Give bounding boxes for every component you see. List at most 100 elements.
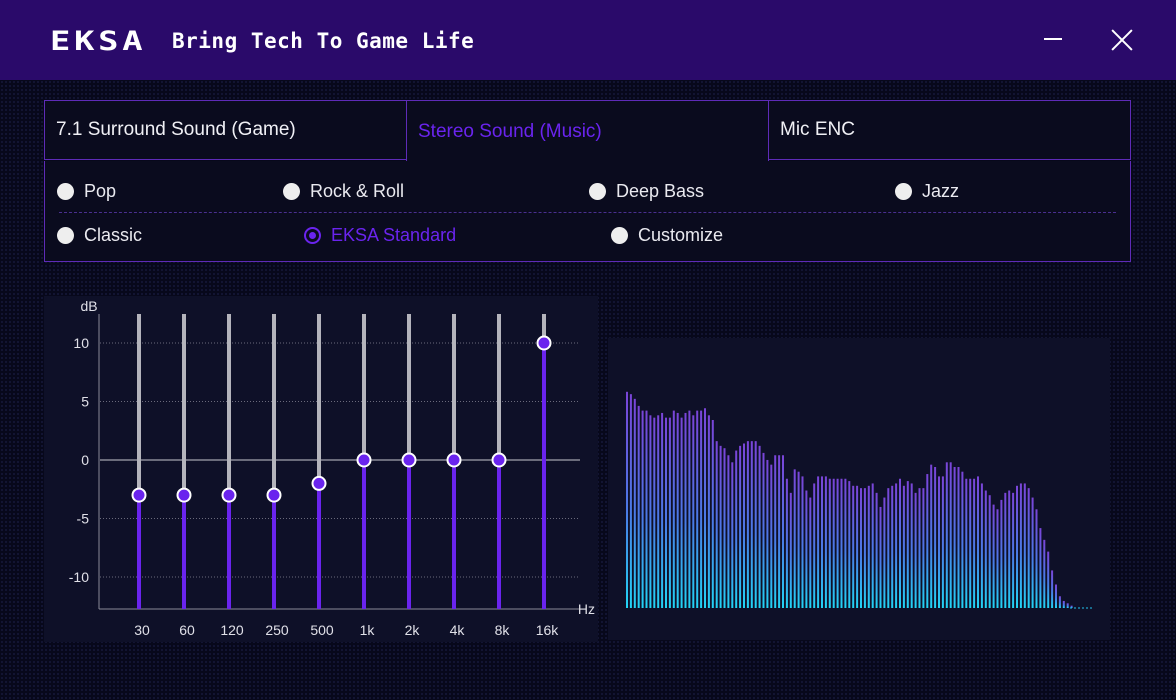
preset-jazz[interactable]: Jazz [895,181,959,202]
band-frequency-label: 500 [310,622,334,638]
slider-knob[interactable] [401,452,417,468]
spectrum-bar [844,478,847,608]
spectrum-bar [731,462,734,608]
spectrum-bar [629,394,632,608]
preset-classic[interactable]: Classic [57,225,142,246]
spectrum-bar [965,478,968,608]
spectrum-bar [641,410,644,608]
spectrum-bar [1055,584,1057,608]
spectrum-bar [1027,488,1030,608]
title-bar: EKSA Bring Tech To Game Life [0,0,1176,80]
spectrum-bar [1023,483,1026,608]
spectrum-bar [832,478,835,608]
spectrum-visualizer [626,391,1094,609]
spectrum-bar [633,398,636,608]
band-frequency-label: 2k [405,622,421,638]
spectrum-bar [914,492,917,608]
spectrum-bar [782,455,784,608]
spectrum-bar [727,455,730,608]
spectrum-bar [945,462,948,608]
eq-band-slider[interactable]: 250 [265,314,289,638]
preset-rock-and-roll[interactable]: Rock & Roll [283,181,404,202]
spectrum-bar [1039,528,1042,608]
radio-selected-icon [304,227,321,244]
tab-mic-enc[interactable]: Mic ENC [768,100,1131,160]
eq-band-slider[interactable]: 120 [220,314,244,638]
close-icon[interactable] [1106,24,1138,56]
spectrum-bar [871,483,874,608]
spectrum-bar [906,481,909,608]
tab-surround-sound[interactable]: 7.1 Surround Sound (Game) [44,100,407,160]
spectrum-bar [817,476,820,608]
spectrum-bar [735,450,738,608]
preset-eksa-standard[interactable]: EKSA Standard [304,225,456,246]
preset-label: Jazz [922,181,960,201]
eq-band-slider[interactable]: 60 [176,314,195,638]
band-frequency-label: 8k [495,622,511,638]
spectrum-bar [762,452,765,608]
eq-band-slider[interactable]: 2k [401,314,421,638]
y-axis-unit: dB [80,298,97,314]
spectrum-bar [743,443,745,608]
spectrum-bar [895,483,898,608]
spectrum-bar [661,412,664,608]
eq-band-slider[interactable]: 4k [446,314,466,638]
spectrum-bar [750,441,753,608]
spectrum-bar [707,415,710,608]
eq-band-slider[interactable]: 1k [356,314,376,638]
spectrum-bar [875,492,878,608]
preset-pop[interactable]: Pop [57,181,116,202]
spectrum-bar [700,410,703,608]
spectrum-bar [684,412,687,608]
spectrum-bar [1070,605,1073,608]
eq-band-slider[interactable]: 16k [536,314,560,638]
slider-knob[interactable] [131,487,147,503]
spectrum-bar [653,417,656,608]
minimize-icon[interactable] [1036,24,1068,56]
spectrum-bar [953,467,956,608]
spectrum-bar [828,478,831,608]
slider-knob[interactable] [221,487,237,503]
equalizer-graph: dB Hz 10 5 0 -5 -10 30 60 120 250 500 1k 2k 4k 8k 16k [69,298,595,638]
slider-knob[interactable] [176,487,192,503]
eq-band-slider[interactable]: 8k [491,314,511,638]
spectrum-bar [739,445,742,608]
spectrum-bar [902,485,905,608]
spectrum-bar [715,441,718,608]
radio-dot-icon [611,227,628,244]
spectrum-bar [891,485,894,608]
preset-deep-bass[interactable]: Deep Bass [589,181,704,202]
spectrum-bar [934,467,937,608]
spectrum-bar [941,476,944,608]
spectrum-bar [778,455,781,608]
eq-band-slider[interactable]: 30 [131,314,150,638]
preset-customize[interactable]: Customize [611,225,723,246]
spectrum-bar [785,478,788,608]
spectrum-bar [770,464,773,608]
spectrum-bar [637,405,640,608]
spectrum-bar [899,478,901,608]
spectrum-bar [848,481,851,608]
spectrum-bar [856,485,859,608]
spectrum-bar [1062,600,1065,608]
spectrum-bar [879,506,882,608]
slider-knob[interactable] [446,452,462,468]
tab-stereo-sound[interactable]: Stereo Sound (Music) [406,100,769,162]
spectrum-bar [789,492,792,608]
band-frequency-label: 120 [220,622,244,638]
slider-knob[interactable] [311,475,327,491]
spectrum-bar [719,445,722,608]
slider-knob[interactable] [266,487,282,503]
slider-knob[interactable] [536,335,552,351]
spectrum-bar [665,417,667,608]
eq-band-slider[interactable]: 500 [310,314,334,638]
y-tick-label: 0 [81,452,89,468]
slider-knob[interactable] [491,452,507,468]
spectrum-bar [980,483,983,608]
slider-knob[interactable] [356,452,372,468]
spectrum-bar [996,509,999,608]
band-frequency-label: 4k [450,622,466,638]
spectrum-bar [754,441,757,608]
spectrum-bar [957,467,960,608]
spectrum-bar [973,478,976,608]
